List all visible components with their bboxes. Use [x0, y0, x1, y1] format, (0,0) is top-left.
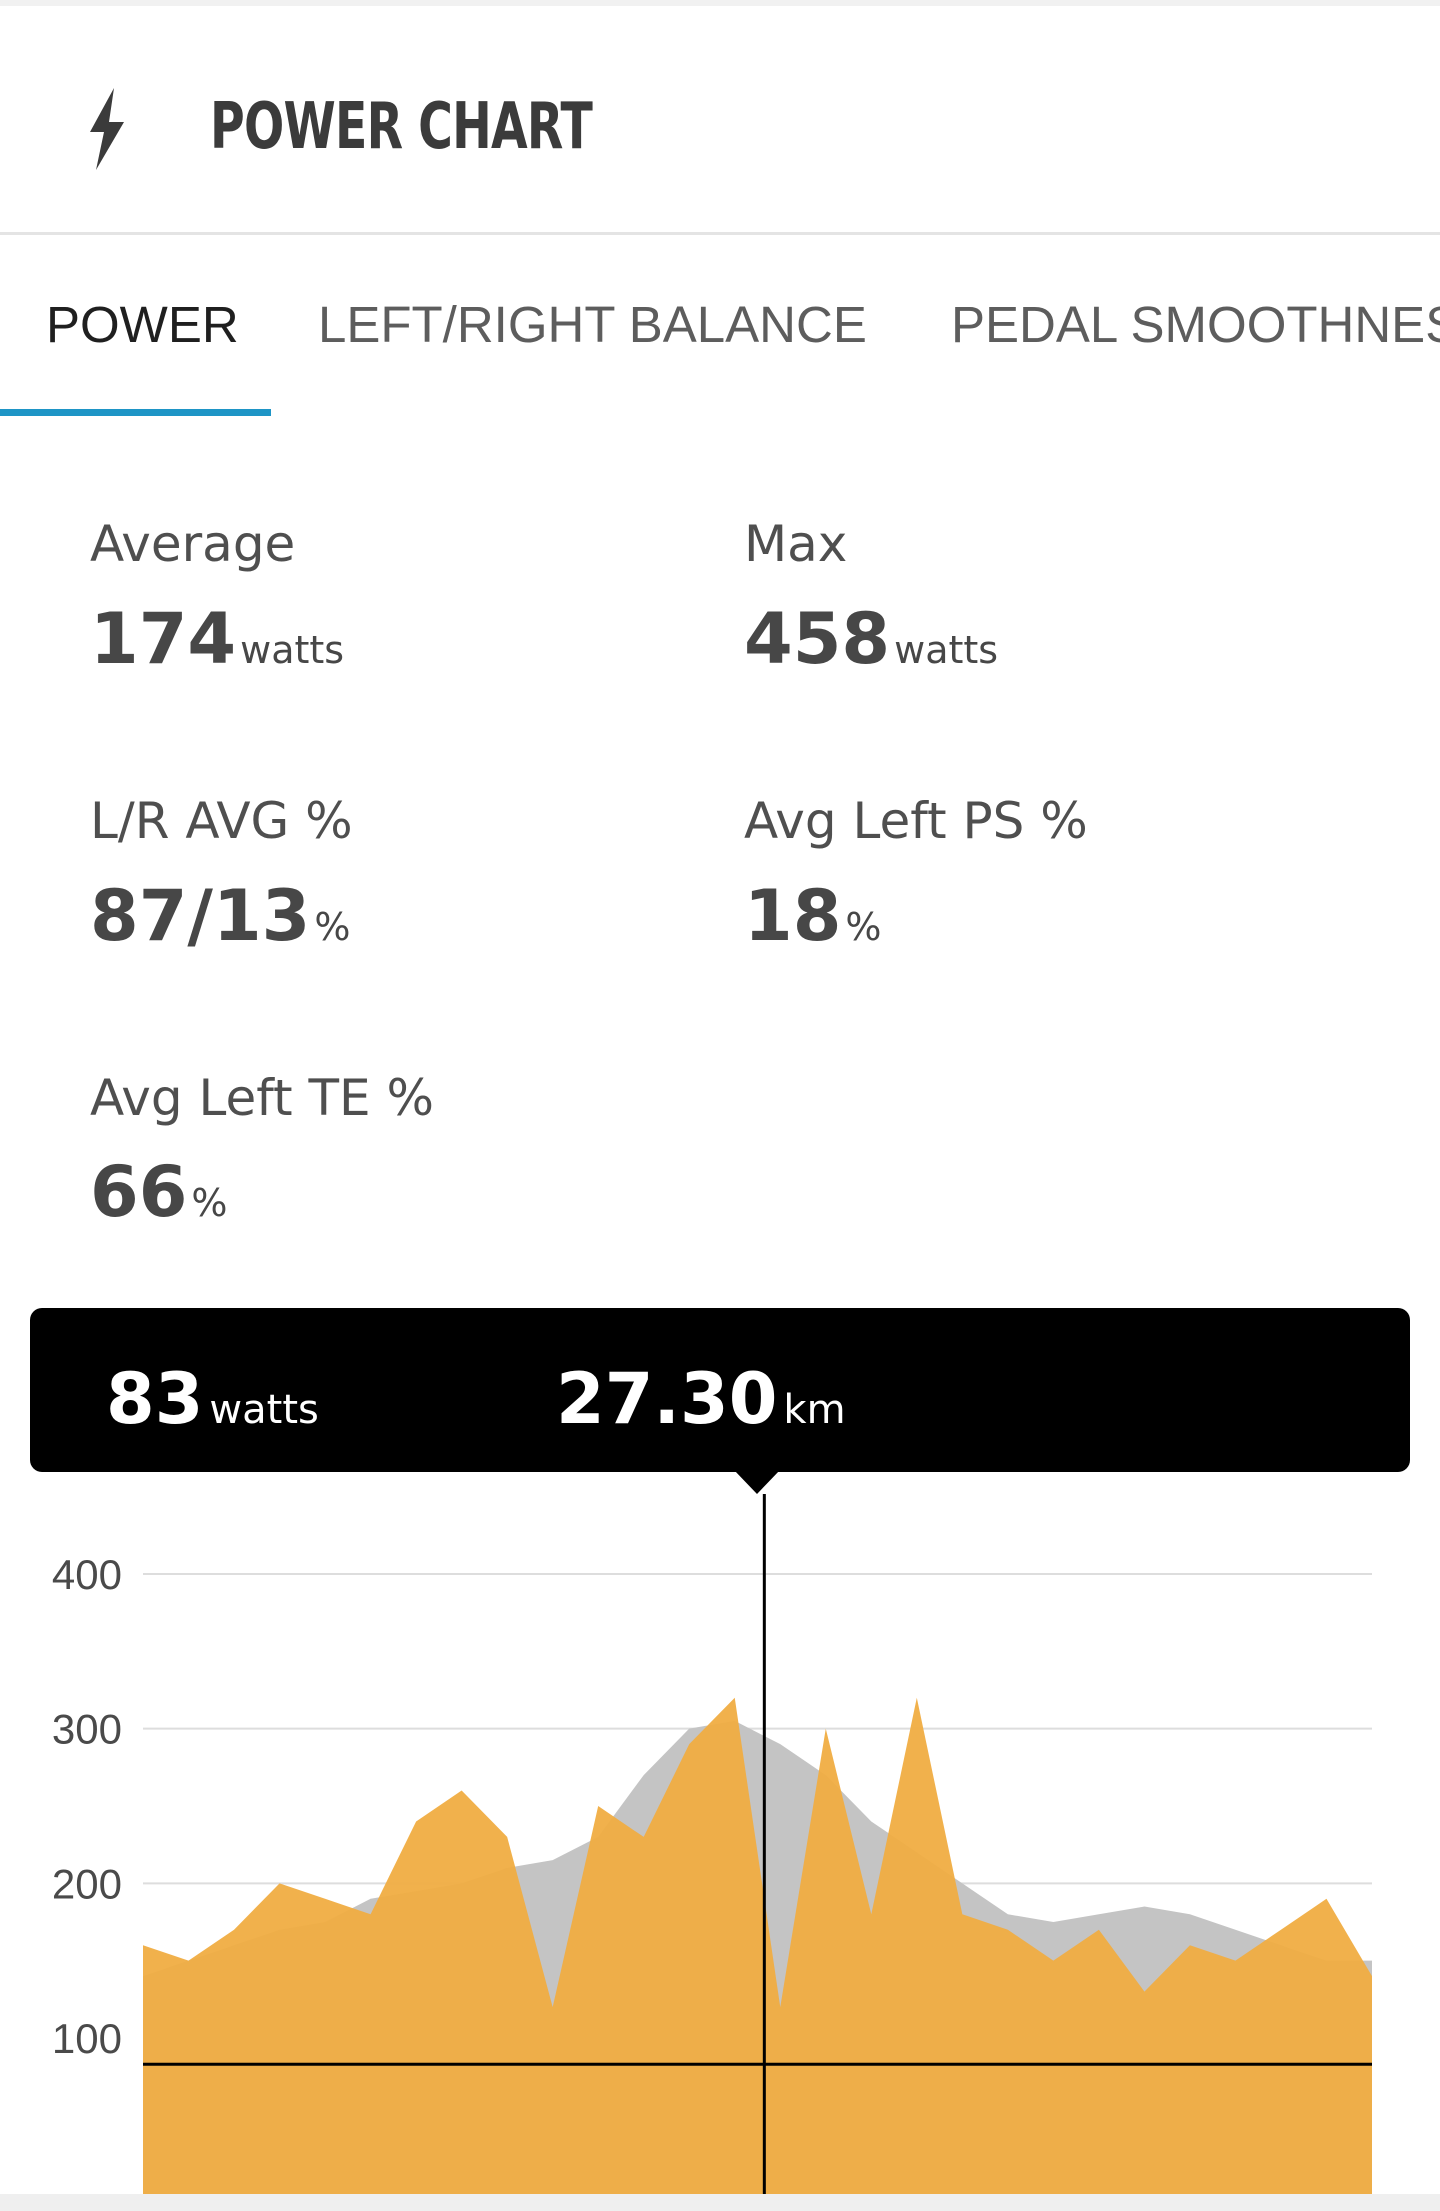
average-label: Average [90, 515, 296, 573]
y-axis-ticks: 100 200 300 400 [52, 1551, 122, 2062]
y-tick-label-300: 300 [52, 1706, 122, 1753]
status-bar-strip [0, 0, 1440, 6]
avg-left-ps-label: Avg Left PS % [744, 792, 1088, 850]
tab-power[interactable]: POWER [46, 296, 239, 353]
active-tab-indicator [0, 409, 271, 416]
power-chart[interactable]: 100 200 300 400 [0, 1494, 1440, 2194]
avg-left-te-value: 66% [90, 1151, 228, 1233]
tooltip-power: 83 watts [106, 1358, 319, 1440]
header-divider [0, 232, 1440, 235]
max-value: 458 watts [744, 598, 999, 680]
y-tick-label-400: 400 [52, 1551, 122, 1598]
lr-avg-label: L/R AVG % [90, 792, 353, 850]
chart-tooltip: 83 watts 27.30 km [30, 1308, 1410, 1472]
tab-bar: POWER LEFT/RIGHT BALANCE PEDAL SMOOTHNES… [0, 235, 1440, 417]
y-tick-label-200: 200 [52, 1860, 122, 1907]
app-header: POWER CHART [0, 6, 1440, 232]
tab-left-right-balance[interactable]: LEFT/RIGHT BALANCE [318, 296, 867, 353]
lightning-bolt-icon [90, 88, 124, 170]
bottom-strip [0, 2194, 1440, 2211]
page-title: POWER CHART [210, 90, 593, 164]
avg-left-te-label: Avg Left TE % [90, 1069, 434, 1127]
tooltip-pointer [734, 1470, 780, 1494]
avg-left-ps-value: 18% [744, 875, 882, 957]
y-tick-label-100: 100 [52, 2015, 122, 2062]
max-label: Max [744, 515, 848, 573]
tab-pedal-smoothness[interactable]: PEDAL SMOOTHNESS [951, 296, 1440, 353]
lr-avg-value: 87/13% [90, 875, 351, 957]
tooltip-distance: 27.30 km [556, 1358, 846, 1440]
average-value: 174 watts [90, 598, 345, 680]
power-area [143, 1697, 1372, 2194]
